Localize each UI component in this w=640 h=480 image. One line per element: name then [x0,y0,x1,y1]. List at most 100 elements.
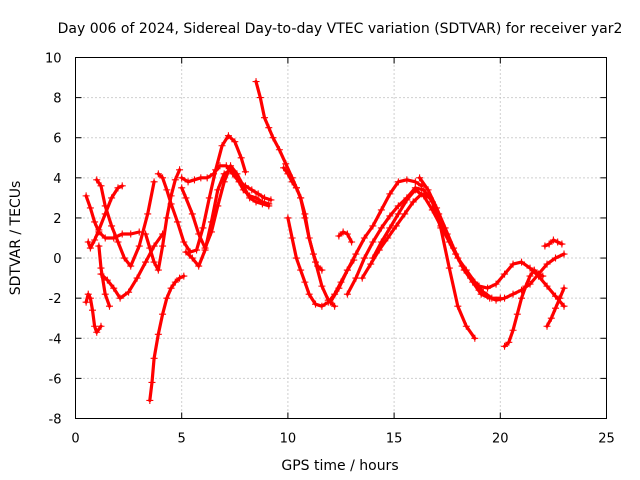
data-point [339,228,347,236]
data-point [88,306,96,314]
data-point [84,290,92,298]
data-point [288,178,296,186]
data-point [360,254,368,262]
data-point [288,234,296,242]
data-point [475,286,483,294]
y-tick-label: -8 [49,413,62,428]
data-point [543,322,551,330]
data-point [265,200,273,208]
data-point [180,238,188,246]
data-point [216,162,224,170]
data-point [348,238,356,246]
data-point [318,282,326,290]
data-point [484,284,492,292]
data-point [182,248,190,256]
data-point [343,290,351,298]
data-point [467,274,475,282]
data-point [428,206,436,214]
data-point [297,194,305,202]
data-point [173,218,181,226]
data-point [539,272,547,280]
data-point [116,294,124,302]
series-arc-4 [93,176,158,270]
data-point [358,274,366,282]
data-point [492,296,500,304]
data-point [552,304,560,312]
data-point [369,222,377,230]
data-point [256,94,264,102]
data-point [146,244,154,252]
data-point [203,174,211,182]
data-point [163,294,171,302]
data-point [176,274,184,282]
data-point [159,310,167,318]
data-point [282,160,290,168]
data-point [318,302,326,310]
data-point [95,228,103,236]
data-point [142,230,150,238]
data-point [97,182,105,190]
data-point [509,290,517,298]
data-layer [82,78,568,404]
series-arc-8 [142,166,184,274]
data-point [133,274,141,282]
data-point [450,244,458,252]
data-point [190,176,198,184]
data-point [403,196,411,204]
data-point [201,246,209,254]
data-point [86,244,94,252]
data-point [335,232,343,240]
data-point [231,138,239,146]
data-point [312,300,320,308]
data-point [150,258,158,266]
series-arc-1 [82,290,105,336]
data-point [267,196,275,204]
data-point [343,230,351,238]
data-point [280,164,288,172]
data-point [403,176,411,184]
data-point [292,184,300,192]
data-point [518,258,526,266]
data-point [505,338,513,346]
data-point [454,302,462,310]
data-point [335,284,343,292]
data-point [239,186,247,194]
data-point [547,314,555,322]
data-point [394,178,402,186]
data-point [409,198,417,206]
data-point [492,280,500,288]
x-tick-label: 10 [280,432,297,447]
chart-title: Day 006 of 2024, Sidereal Day-to-day VTE… [58,21,623,37]
data-point [526,264,534,272]
data-point [163,186,171,194]
data-point [401,210,409,218]
data-point [118,182,126,190]
data-point [91,236,99,244]
data-point [199,224,207,232]
data-point [318,266,326,274]
y-tick-label: 4 [53,172,61,187]
data-point [193,246,201,254]
series-arc-25 [543,284,568,330]
data-point [237,154,245,162]
data-point [180,272,188,280]
data-point [254,190,262,198]
data-point [154,330,162,338]
data-point [386,190,394,198]
data-point [127,262,135,270]
data-point [233,174,241,182]
data-point [509,326,517,334]
data-point [554,238,562,246]
data-point [458,262,466,270]
data-point [82,298,90,306]
data-point [522,282,530,290]
data-point [509,260,517,268]
data-point [86,204,94,212]
data-point [309,250,317,258]
data-point [210,170,218,178]
data-point [543,282,551,290]
data-point [484,292,492,300]
plot-frame [75,57,607,419]
data-point [556,294,564,302]
